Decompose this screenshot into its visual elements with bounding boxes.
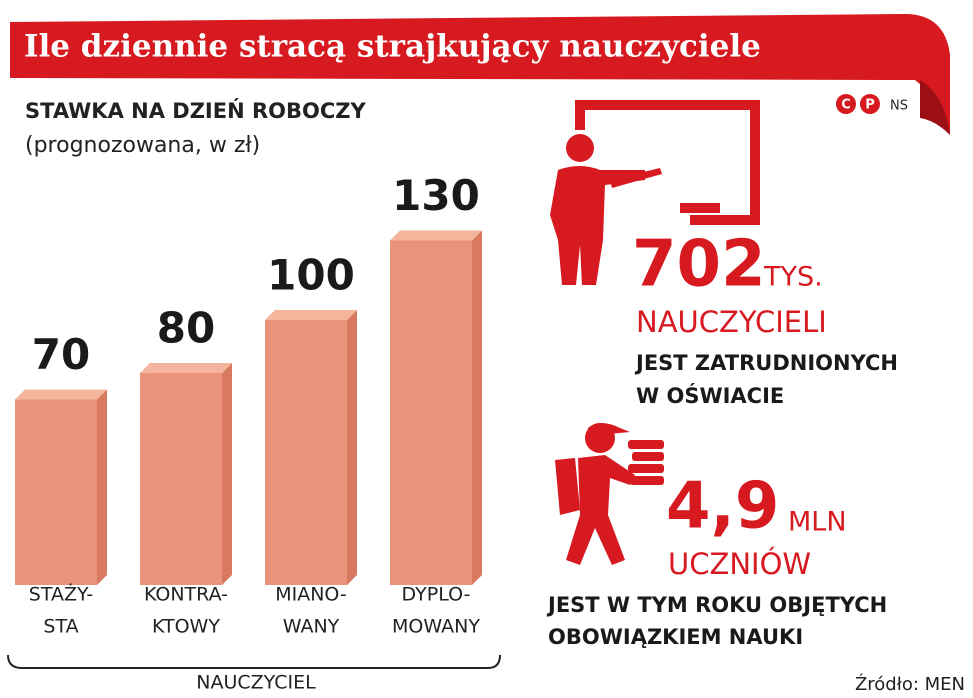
- bar-top: [15, 389, 107, 400]
- bar: [15, 399, 97, 585]
- bar-top: [390, 230, 482, 241]
- label-bg: [168, 670, 344, 698]
- teacher-icon: [550, 100, 760, 285]
- bar-top: [265, 310, 357, 320]
- fact-unit: TYS.: [763, 262, 823, 293]
- fact-label: NAUCZYCIELI: [636, 305, 827, 339]
- bar: [390, 240, 472, 585]
- banner-curl: [920, 80, 950, 135]
- source: Źródło: MEN: [855, 673, 965, 695]
- x-tick-label: STAŻY-: [29, 583, 93, 606]
- bar: [265, 320, 347, 585]
- logo-circle: [836, 94, 856, 114]
- x-tick-label: DYPLO-: [402, 584, 471, 606]
- group-bracket: [7, 654, 501, 669]
- fact-text: JEST ZATRUDNIONYCH: [634, 351, 898, 375]
- logo-letter: P: [865, 98, 875, 113]
- fact-text: JEST W TYM ROKU OBJĘTYCH: [546, 593, 887, 617]
- x-tick-label: WANY: [283, 616, 340, 638]
- title-banner: [10, 14, 950, 135]
- bar-side: [472, 230, 482, 585]
- bar-side: [347, 310, 357, 585]
- x-tick-label: KONTRA-: [144, 584, 228, 606]
- x-tick-label: MOWANY: [392, 616, 480, 638]
- credit: NS: [890, 99, 908, 114]
- fact-label: UCZNIÓW: [668, 547, 811, 581]
- logo-circle: [860, 94, 880, 114]
- bar-side: [97, 389, 107, 585]
- x-tick-label: MIANO-: [275, 584, 347, 606]
- logo-letter: C: [841, 98, 851, 113]
- fact-text: OBOWIĄZKIEM NAUKI: [548, 625, 803, 649]
- value-label: 70: [32, 330, 90, 379]
- group-label: NAUCZYCIEL: [196, 672, 316, 694]
- bar-side: [222, 363, 232, 585]
- value-label: 80: [157, 304, 215, 353]
- x-tick-label: KTOWY: [152, 616, 220, 638]
- value-label: 100: [267, 251, 355, 300]
- fact-number: 702: [632, 228, 766, 302]
- fact-unit: MLN: [788, 507, 847, 538]
- chart-title: Ile dziennie stracą strajkujący nauczyci…: [24, 29, 761, 65]
- x-tick-label: STA: [43, 616, 78, 638]
- fact-text: W OŚWIACIE: [636, 383, 784, 408]
- fact-number: 4,9: [666, 470, 779, 544]
- subtitle: STAWKA NA DZIEŃ ROBOCZY: [25, 98, 366, 123]
- bar-top: [140, 363, 232, 373]
- student-icon: [555, 423, 664, 565]
- bar: [140, 373, 222, 585]
- subtitle: (prognozowana, w zł): [25, 133, 260, 158]
- value-label: 130: [392, 171, 480, 220]
